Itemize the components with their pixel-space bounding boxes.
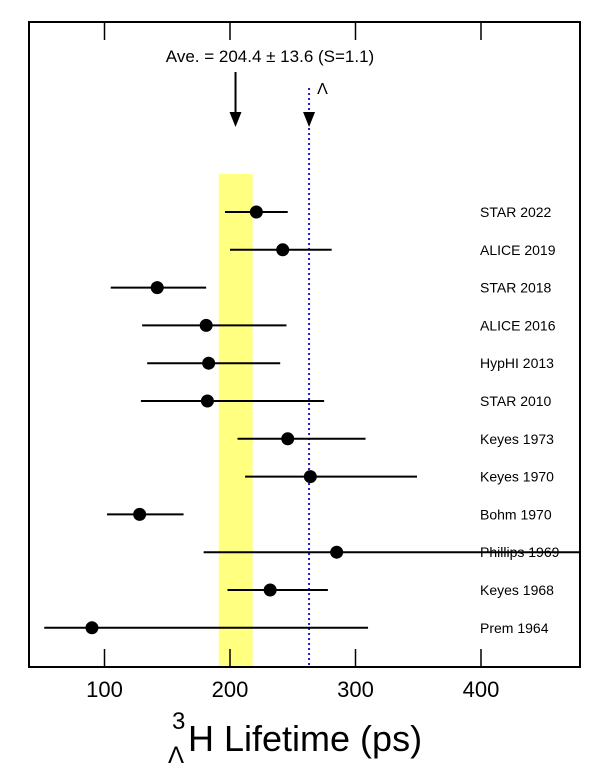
data-point-row: STAR 2018 [110, 280, 552, 296]
tick-label-200: 200 [212, 677, 249, 702]
x-tick-labels: 100 200 300 400 [86, 677, 499, 702]
data-points: STAR 2022 ALICE 2019 STAR 2018 ALICE 2016 Hy… [44, 204, 580, 636]
data-point-label: ALICE 2019 [480, 242, 556, 258]
x-axis-label-subscript: Λ [168, 742, 184, 769]
data-point-marker [199, 318, 213, 332]
tick-label-300: 300 [337, 677, 374, 702]
data-point-row: STAR 2022 [224, 204, 552, 220]
data-point-label: Bohm 1970 [480, 506, 552, 522]
data-point-label: Keyes 1973 [480, 431, 554, 447]
data-point-row: HypHI 2013 [147, 355, 554, 371]
data-point-label: STAR 2018 [480, 280, 552, 296]
plot-frame [28, 21, 581, 668]
x-axis-label-text: H Lifetime (ps) [188, 718, 422, 759]
average-arrow [229, 72, 242, 127]
data-point-marker [200, 394, 214, 408]
data-point-marker [249, 205, 263, 219]
tick-label-400: 400 [463, 677, 500, 702]
lambda-reference-label: Λ [317, 81, 328, 98]
data-point-label: Phillips 1969 [480, 544, 560, 560]
data-point-marker [330, 545, 344, 559]
data-point-row: STAR 2010 [140, 393, 552, 409]
reference-arrow-head [303, 112, 316, 127]
data-point-row: ALICE 2016 [142, 317, 556, 333]
average-annotation: Ave. = 204.4 ± 13.6 (S=1.1) [166, 47, 374, 66]
lambda-reference-arrow [303, 112, 316, 127]
tick-label-100: 100 [86, 677, 123, 702]
average-band [218, 174, 253, 667]
data-point-label: STAR 2022 [480, 204, 552, 220]
data-point-marker [276, 243, 290, 257]
data-point-row: Keyes 1973 [237, 431, 554, 447]
data-point-row: Keyes 1970 [245, 469, 554, 485]
x-axis-label: 3 Λ H Lifetime (ps) [168, 708, 422, 769]
data-point-row: Prem 1964 [44, 620, 549, 636]
data-point-label: Keyes 1968 [480, 582, 554, 598]
data-point-row: ALICE 2019 [230, 242, 556, 258]
data-point-marker [263, 583, 277, 597]
data-point-label: Prem 1964 [480, 620, 549, 636]
data-point-row: Bohm 1970 [107, 506, 552, 522]
average-arrow-head [229, 112, 242, 127]
x-axis-label-superscript: 3 [172, 708, 185, 735]
data-point-label: STAR 2010 [480, 393, 552, 409]
data-point-label: Keyes 1970 [480, 469, 554, 485]
data-point-marker [303, 470, 317, 484]
data-point-marker [133, 507, 147, 521]
data-point-marker [85, 621, 99, 635]
data-point-row: Phillips 1969 [203, 544, 580, 560]
data-point-row: Keyes 1968 [227, 582, 554, 598]
axis-ticks [103, 22, 482, 667]
data-point-label: ALICE 2016 [480, 317, 556, 333]
data-point-label: HypHI 2013 [480, 355, 554, 371]
data-point-marker [150, 281, 164, 295]
data-point-marker [202, 356, 216, 370]
data-point-marker [281, 432, 295, 446]
